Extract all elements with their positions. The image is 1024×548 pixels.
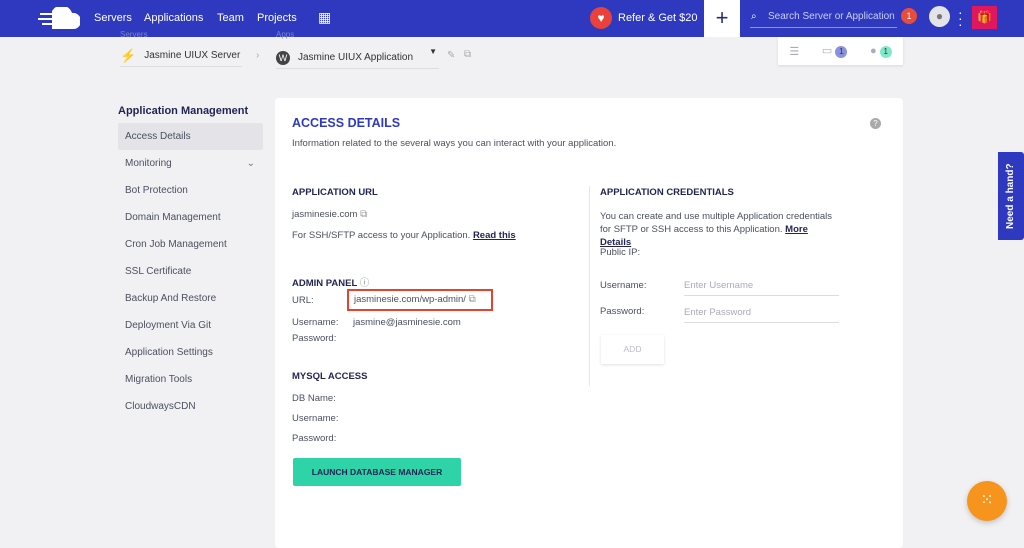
username-input[interactable] xyxy=(684,276,839,296)
edit-icon[interactable]: ✎ xyxy=(447,50,456,61)
server-select[interactable]: ⚡ Jasmine UIUX Server xyxy=(120,45,242,67)
db-username-label: Username: xyxy=(292,413,339,424)
launch-db-manager-button[interactable]: LAUNCH DATABASE MANAGER xyxy=(293,458,461,486)
sidebar-item-label: Monitoring xyxy=(125,158,172,169)
heart-icon: ♥ xyxy=(590,7,612,29)
list-icon[interactable]: ☰ xyxy=(789,45,800,58)
creds-password-label: Password: xyxy=(600,306,645,317)
app-url[interactable]: jasminesie.com ⧉ xyxy=(292,209,367,220)
db-password-label: Password: xyxy=(292,433,337,444)
servers-label: Servers xyxy=(120,30,148,39)
admin-username-label: Username: xyxy=(292,317,339,328)
creds-username-label: Username: xyxy=(600,280,647,291)
sidebar-item-bot-protection[interactable]: Bot Protection xyxy=(125,185,188,196)
more-icon[interactable]: · · · xyxy=(958,4,963,32)
folder-count: 1 xyxy=(835,46,848,58)
external-link-icon[interactable]: ⧉ xyxy=(360,209,368,220)
public-ip-label: Public IP: xyxy=(600,247,641,258)
help-icon[interactable]: ? xyxy=(870,118,881,129)
admin-url-text: jasminesie.com/wp-admin/ xyxy=(354,294,466,305)
nav-projects[interactable]: Projects xyxy=(257,12,297,24)
admin-url-label: URL: xyxy=(292,295,314,306)
admin-password-label: Password: xyxy=(292,333,337,344)
search-icon: ⌕ xyxy=(751,11,757,22)
add-button[interactable]: + xyxy=(704,0,740,37)
nav-team[interactable]: Team xyxy=(217,12,244,24)
external-link-icon[interactable]: ⧉ xyxy=(464,49,472,60)
db-name-label: DB Name: xyxy=(292,393,336,404)
notification-badge[interactable]: 1 xyxy=(901,8,917,24)
nav-servers[interactable]: Servers xyxy=(94,12,132,24)
admin-url[interactable]: jasminesie.com/wp-admin/ ⧉ xyxy=(347,289,493,311)
nav-applications[interactable]: Applications xyxy=(144,12,204,24)
add-button[interactable]: ADD xyxy=(601,335,664,364)
sidebar-item-access-details[interactable]: Access Details xyxy=(118,123,263,150)
search-input[interactable]: ⌕ Search Server or Application xyxy=(750,8,897,28)
apps-grid-icon[interactable]: ▦ xyxy=(318,9,332,25)
sidebar-title: Application Management xyxy=(118,105,249,117)
admin-username: jasmine@jasminesie.com xyxy=(353,317,461,328)
app-name: Jasmine UIUX Application xyxy=(298,52,414,63)
access-details-card: ACCESS DETAILS ? Information related to … xyxy=(275,98,903,548)
read-this-link[interactable]: Read this xyxy=(472,230,516,241)
divider xyxy=(589,186,590,386)
sidebar-item-backup[interactable]: Backup And Restore xyxy=(125,293,217,304)
sidebar-item-settings[interactable]: Application Settings xyxy=(125,347,213,358)
apps-fab-icon[interactable]: ⁙ xyxy=(967,481,1007,521)
cloudways-logo[interactable] xyxy=(38,7,80,29)
wordpress-icon: W xyxy=(276,50,290,65)
server-icon: ⚡ xyxy=(120,47,137,63)
top-nav: Servers Applications Team Projects ▦ ♥ Re… xyxy=(0,0,1024,37)
page-title: ACCESS DETAILS xyxy=(292,116,401,130)
sidebar: Application Management Access Details Mo… xyxy=(118,105,263,420)
admin-heading-text: ADMIN PANEL xyxy=(292,278,358,289)
refer-label: Refer & Get $20 xyxy=(618,12,698,24)
sidebar-item-deployment[interactable]: Deployment Via Git xyxy=(125,320,211,331)
chevron-right-icon: › xyxy=(256,50,260,61)
sidebar-item-ssl[interactable]: SSL Certificate xyxy=(125,266,192,277)
sidebar-item-cdn[interactable]: CloudwaysCDN xyxy=(125,401,196,412)
refer-button[interactable]: ♥ Refer & Get $20 xyxy=(590,7,698,29)
apps-label: Apps xyxy=(276,30,295,39)
external-link-icon[interactable]: ⧉ xyxy=(468,294,476,305)
avatar[interactable]: ● xyxy=(929,6,950,27)
ssh-text: For SSH/SFTP access to your Application. xyxy=(292,230,471,241)
ssh-info: For SSH/SFTP access to your Application.… xyxy=(292,230,516,241)
sidebar-item-migration[interactable]: Migration Tools xyxy=(125,374,193,385)
creds-text: You can create and use multiple Applicat… xyxy=(600,210,835,249)
app-url-heading: APPLICATION URL xyxy=(292,187,378,198)
chevron-down-icon: ⌄ xyxy=(246,158,255,169)
quick-bar: ☰ ▭ 1 ● 1 xyxy=(778,37,903,65)
app-select[interactable]: W Jasmine UIUX Application ▼ xyxy=(276,47,439,69)
info-icon[interactable]: ⓘ xyxy=(359,278,370,289)
gift-icon[interactable]: 🎁 xyxy=(972,6,997,29)
page-subtitle: Information related to the several ways … xyxy=(292,138,617,149)
folder-icon[interactable]: ▭ 1 xyxy=(822,44,848,58)
sidebar-item-monitoring[interactable]: Monitoring ⌄ xyxy=(118,150,263,177)
creds-heading: APPLICATION CREDENTIALS xyxy=(600,187,734,198)
sidebar-item-domain-management[interactable]: Domain Management xyxy=(125,212,221,223)
server-name: Jasmine UIUX Server xyxy=(144,50,241,61)
app-url-text: jasminesie.com xyxy=(292,209,358,220)
need-a-hand-tab[interactable]: Need a hand? xyxy=(998,152,1024,240)
users-icon[interactable]: ● 1 xyxy=(870,45,892,58)
search-placeholder: Search Server or Application xyxy=(768,11,895,22)
mysql-heading: MYSQL ACCESS xyxy=(292,371,368,382)
creds-desc: You can create and use multiple Applicat… xyxy=(600,211,833,235)
admin-panel-heading: ADMIN PANEL ⓘ xyxy=(292,275,369,289)
caret-down-icon: ▼ xyxy=(429,47,437,56)
more-details-link[interactable]: More Details xyxy=(600,224,808,248)
sidebar-item-cron-job[interactable]: Cron Job Management xyxy=(125,239,227,250)
password-input[interactable] xyxy=(684,303,839,323)
users-count: 1 xyxy=(879,45,892,58)
